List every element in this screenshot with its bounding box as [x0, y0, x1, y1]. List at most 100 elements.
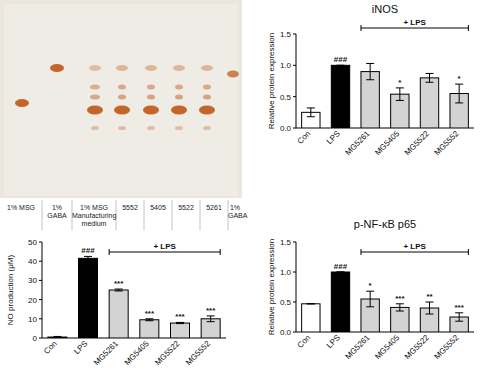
tlc-spot [89, 65, 101, 71]
tlc-spot [173, 65, 185, 71]
tlc-spot [203, 85, 211, 90]
tlc-spot [199, 106, 215, 115]
tlc-spot [118, 95, 126, 100]
significance-label: ### [81, 246, 95, 255]
tlc-spot [91, 126, 99, 130]
y-tick [293, 242, 296, 243]
error-bar [426, 73, 434, 82]
bar [331, 272, 349, 332]
tlc-spot [118, 85, 126, 90]
bar [391, 307, 409, 332]
lane-label: 5405 [144, 204, 172, 212]
x-tick-label: MG5405 [123, 339, 151, 367]
y-axis-label: Relative protein expression [267, 33, 276, 130]
y-tick [39, 280, 42, 281]
significance-label: ** [426, 292, 433, 301]
y-tick-label: 40 [28, 257, 37, 266]
y-tick-label: 50 [28, 238, 37, 247]
error-bar [176, 322, 184, 323]
error-bar [53, 336, 61, 337]
significance-label: *** [145, 309, 155, 318]
y-tick [39, 261, 42, 262]
bar [361, 72, 379, 128]
x-axis-line [296, 332, 474, 333]
plot-area [302, 63, 469, 128]
y-tick [293, 332, 296, 333]
tlc-spot [175, 95, 183, 100]
bar [170, 323, 189, 338]
y-tick [293, 34, 296, 35]
significance-label: *** [395, 294, 405, 303]
y-tick [293, 272, 296, 273]
y-axis-label: NO production (μM) [6, 254, 15, 325]
bar-chart: p-NF-κB p65 Relative protein expression 0.… [267, 218, 474, 361]
plate-background [0, 0, 242, 232]
significance-label: * [369, 281, 373, 290]
y-tick [293, 65, 296, 66]
y-tick-label: 30 [28, 276, 37, 285]
error-bar [115, 289, 123, 291]
error-bar [396, 304, 404, 311]
lane-separator [42, 200, 43, 230]
y-axis-line [296, 242, 297, 332]
significance-label: *** [175, 312, 185, 321]
bar [109, 290, 128, 338]
x-tick-label: MG5261 [344, 333, 372, 361]
x-tick-label: MG5522 [153, 339, 181, 367]
tlc-spot [143, 106, 159, 115]
y-tick-label: 1.5 [280, 30, 292, 39]
y-tick-label: 1.5 [280, 238, 292, 247]
bracket-label: + LPS [153, 242, 176, 251]
chart-title: p-NF-κB p65 [354, 218, 416, 230]
lane-separator [200, 200, 201, 230]
tlc-spot [203, 95, 211, 100]
x-axis-line [42, 338, 226, 339]
error-bar [337, 272, 345, 273]
lane-label: 5261 [200, 204, 228, 212]
y-tick [39, 299, 42, 300]
x-tick-label: MG5552 [433, 129, 461, 157]
x-tick-label: Con [295, 333, 312, 350]
lane-label: 5522 [172, 204, 200, 212]
plate-surface [4, 4, 238, 196]
y-tick-label: 0.5 [280, 298, 292, 307]
y-tick-label: 0.0 [280, 328, 292, 337]
tlc-spot [114, 106, 130, 115]
y-tick [39, 338, 42, 339]
bracket-label: + LPS [403, 242, 426, 251]
error-bar [307, 303, 315, 304]
significance-label: *** [206, 306, 216, 315]
bar [331, 65, 349, 128]
y-tick-label: 20 [28, 296, 37, 305]
y-axis-line [296, 34, 297, 128]
bar-chart: iNOSRelative protein expression0.00.51.0… [267, 3, 474, 157]
bar [140, 320, 159, 338]
plot-area [302, 272, 469, 332]
y-axis-line [42, 242, 43, 338]
lane-separator [144, 200, 145, 230]
y-tick [293, 128, 296, 129]
tlc-spot [147, 126, 155, 130]
tlc-spot [147, 85, 155, 90]
error-bar [396, 88, 404, 101]
tlc-spot [118, 126, 126, 130]
error-bar [84, 256, 92, 260]
lane-label: 1% MSG [0, 204, 42, 212]
y-tick [39, 318, 42, 319]
tlc-plate [0, 0, 242, 232]
y-tick-label: 1.0 [280, 268, 292, 277]
tlc-spot [201, 65, 213, 71]
error-bar [426, 302, 434, 314]
error-bar [307, 108, 315, 117]
tlc-spot [116, 65, 128, 71]
error-bar [145, 319, 153, 321]
x-axis-line [296, 128, 474, 129]
x-tick-label: LPS [325, 129, 342, 146]
y-axis-label: Relative protein expression [267, 239, 276, 336]
y-tick [293, 302, 296, 303]
x-tick-label: MG5552 [184, 339, 212, 367]
tlc-spot [90, 95, 100, 100]
lane-separator [172, 200, 173, 230]
tlc-spot [145, 65, 157, 71]
error-bar [337, 65, 345, 66]
